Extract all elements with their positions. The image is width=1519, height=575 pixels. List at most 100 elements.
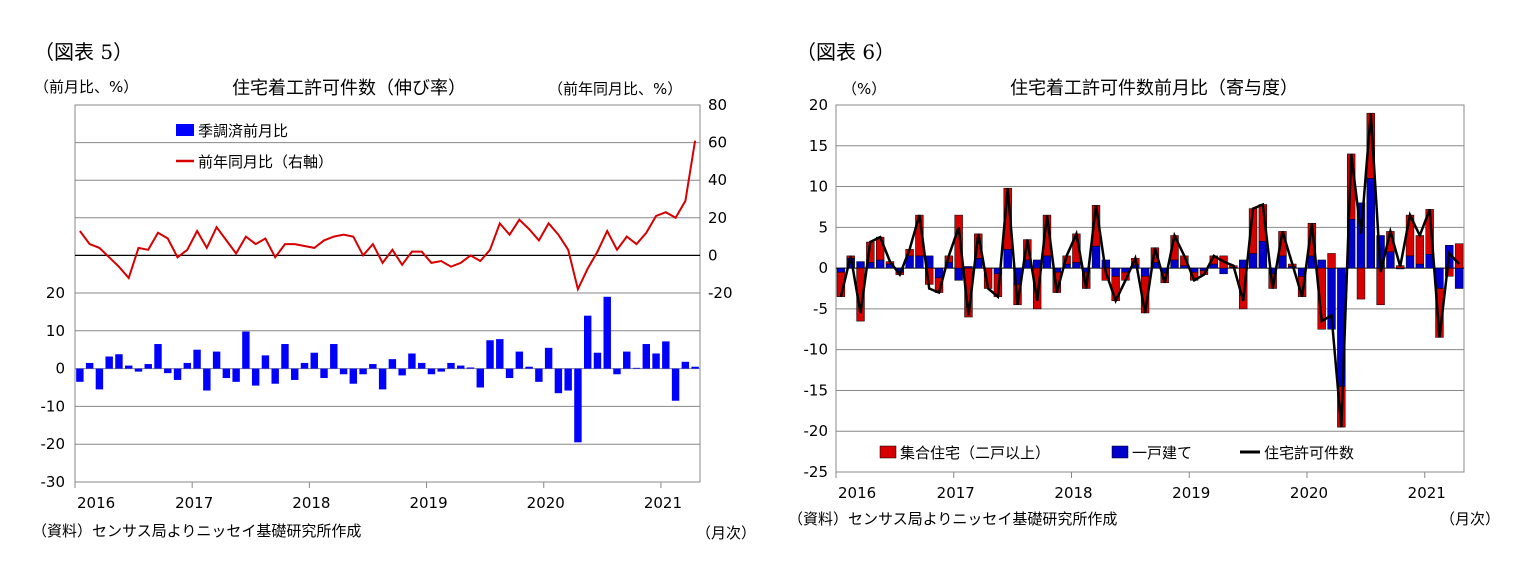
x-tick-label: 2021 bbox=[1408, 484, 1446, 502]
bar bbox=[671, 368, 680, 401]
figure5-x-unit: （月次） bbox=[696, 524, 757, 542]
legend-bar-swatch bbox=[176, 124, 194, 136]
y-tick-label: -10 bbox=[804, 341, 829, 359]
bar bbox=[193, 349, 201, 369]
y-tick-label: 10 bbox=[46, 322, 65, 340]
bar bbox=[261, 355, 270, 369]
bar-single-family bbox=[1003, 249, 1012, 269]
figure5-y-right-label: （前年同月比、%） bbox=[548, 80, 683, 98]
x-tick-label: 2018 bbox=[1054, 484, 1092, 502]
bar bbox=[183, 362, 192, 369]
bar bbox=[349, 368, 358, 384]
figure5-source: （資料）センサス局よりニッセイ基礎研究所作成 bbox=[32, 522, 362, 540]
plot-area-border bbox=[835, 104, 1465, 473]
bar bbox=[476, 368, 484, 388]
legend-total-label: 住宅許可件数 bbox=[1264, 444, 1354, 462]
bar-single-family bbox=[875, 259, 885, 269]
bar bbox=[339, 368, 348, 375]
bar bbox=[544, 347, 553, 369]
bar bbox=[632, 367, 641, 369]
y-tick-label: -30 bbox=[41, 473, 66, 491]
bar-single-family bbox=[1072, 262, 1081, 269]
bar bbox=[593, 352, 602, 369]
legend-line-label: 前年同月比（右軸） bbox=[198, 153, 333, 171]
bar bbox=[125, 365, 133, 369]
x-tick-label: 2018 bbox=[292, 494, 330, 512]
x-tick-label: 2020 bbox=[527, 494, 565, 512]
legend-single-label: 一戸建て bbox=[1132, 444, 1192, 462]
bar bbox=[154, 344, 162, 369]
bar bbox=[574, 368, 582, 443]
bar bbox=[222, 368, 231, 379]
bar-single-family bbox=[1219, 267, 1228, 275]
bar bbox=[662, 341, 670, 369]
bar-single-family bbox=[1170, 259, 1179, 269]
bar-single-family bbox=[1258, 240, 1268, 269]
bar bbox=[95, 368, 104, 390]
bar bbox=[105, 356, 113, 369]
bar-single-family bbox=[1209, 263, 1218, 269]
bar bbox=[447, 362, 455, 369]
bar-single-family bbox=[836, 267, 846, 273]
bar bbox=[642, 344, 650, 369]
y-tick-label: 5 bbox=[818, 218, 828, 236]
y2-tick-label: -20 bbox=[708, 284, 733, 302]
legend-multi-swatch bbox=[879, 445, 897, 459]
y-tick-label: -20 bbox=[804, 422, 829, 440]
y-tick-label: -20 bbox=[41, 435, 66, 453]
bar bbox=[212, 351, 221, 369]
bar bbox=[398, 368, 406, 376]
bar bbox=[437, 368, 445, 372]
y-tick-label: -10 bbox=[41, 397, 66, 415]
bar bbox=[583, 315, 592, 369]
bar bbox=[408, 353, 416, 369]
bar bbox=[134, 368, 143, 372]
bar bbox=[564, 368, 572, 391]
bar bbox=[623, 351, 631, 369]
bar bbox=[320, 368, 328, 379]
figure6-source: （資料）センサス局よりニッセイ基礎研究所作成 bbox=[788, 510, 1118, 528]
x-tick-label: 2020 bbox=[1290, 484, 1328, 502]
y2-tick-label: 0 bbox=[708, 246, 718, 264]
bar-single-family bbox=[1140, 267, 1150, 277]
y-tick-label: -25 bbox=[804, 463, 829, 481]
figure6-x-unit: （月次） bbox=[1440, 510, 1501, 528]
bar-single-family bbox=[934, 267, 944, 279]
bar bbox=[505, 368, 514, 379]
bar-single-family bbox=[1317, 259, 1326, 269]
bar bbox=[271, 368, 279, 384]
y-tick-label: 0 bbox=[55, 360, 65, 378]
y-tick-label: -5 bbox=[813, 300, 828, 318]
bar bbox=[554, 368, 563, 394]
y-tick-label: 20 bbox=[809, 96, 828, 114]
bar bbox=[232, 368, 240, 382]
bar-single-family bbox=[1454, 267, 1464, 289]
y2-tick-label: 80 bbox=[708, 96, 727, 114]
figure5-chart: 80 60 40 20 0 -20 20 10 0 -10 -20 -30 2016 2017 2018 20… bbox=[41, 96, 733, 512]
bar bbox=[496, 339, 504, 369]
bar bbox=[457, 365, 465, 369]
bar-multi-family bbox=[1317, 267, 1326, 330]
bar bbox=[535, 368, 543, 382]
y-tick-label: 0 bbox=[818, 259, 828, 277]
bar bbox=[291, 368, 299, 380]
bar bbox=[417, 362, 426, 369]
bar bbox=[486, 340, 494, 369]
figure6-y-label: （%） bbox=[842, 80, 887, 98]
bar bbox=[525, 366, 533, 369]
bar bbox=[76, 368, 84, 382]
bar-multi-family bbox=[1032, 267, 1042, 310]
y-tick-label: 10 bbox=[809, 178, 828, 196]
bar bbox=[613, 368, 621, 375]
bar bbox=[691, 366, 699, 369]
bar-single-family bbox=[1248, 253, 1258, 269]
x-tick-label: 2017 bbox=[937, 484, 975, 502]
y-tick-label: -15 bbox=[804, 381, 829, 399]
bar bbox=[144, 364, 152, 369]
bar-single-family bbox=[1386, 251, 1395, 269]
figure6-label: （図表 6） bbox=[796, 40, 896, 64]
bar bbox=[203, 368, 211, 391]
bar-single-family bbox=[1091, 245, 1101, 269]
bar bbox=[300, 362, 309, 369]
x-tick-label: 2017 bbox=[175, 494, 213, 512]
